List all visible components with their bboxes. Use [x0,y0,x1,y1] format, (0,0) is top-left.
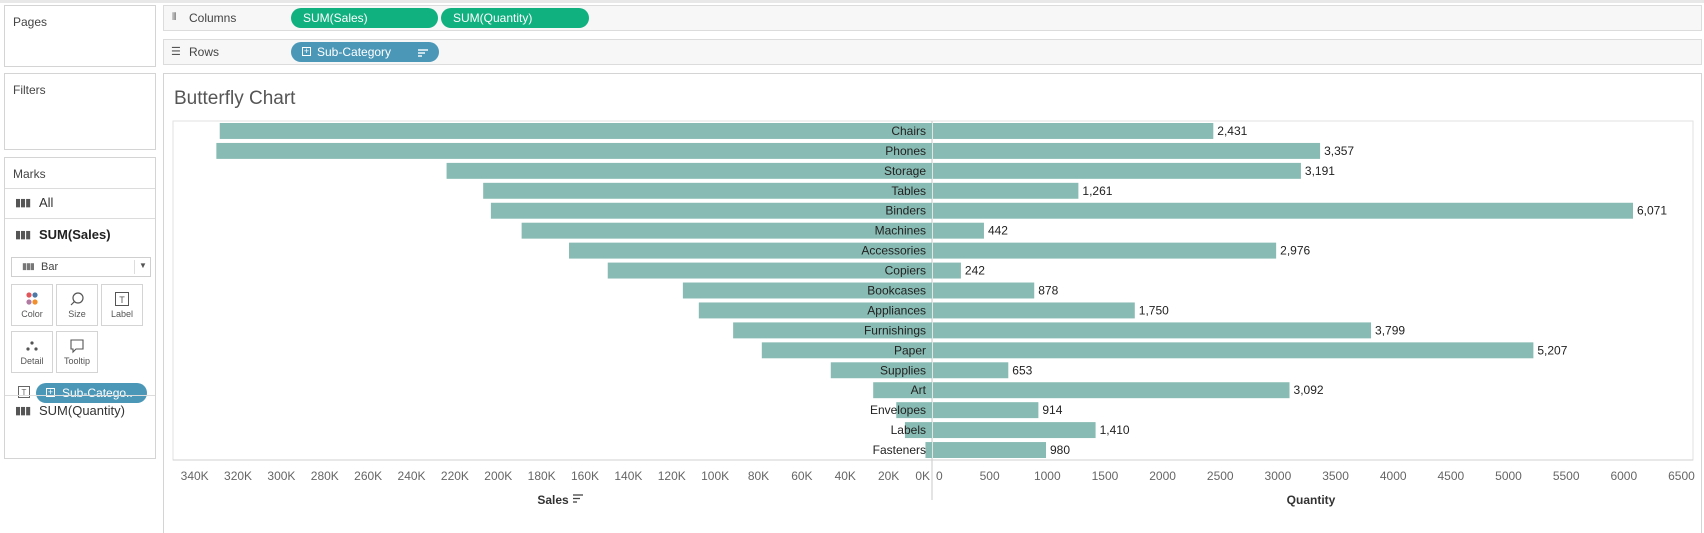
chart-title: Butterfly Chart [174,88,296,109]
bar-chart-icon: ▮▮▮ [22,261,35,271]
bar-chart-icon: ▮▮▮ [15,404,31,417]
sum-quantity-pill[interactable]: SUM(Quantity) [441,8,589,28]
sort-descending-icon [417,45,429,65]
tooltip-icon [57,338,97,354]
marks-title: Marks [13,167,46,181]
divider [5,188,155,189]
marks-sales-label: SUM(Sales) [39,226,111,242]
sub-category-row-pill-label: Sub-Category [317,45,392,59]
rows-shelf[interactable]: ☰ Rows + Sub-Category [163,39,1702,65]
divider [134,260,135,274]
chevron-down-icon: ▼ [139,261,147,270]
pages-title: Pages [13,15,48,29]
pages-card[interactable]: Pages [4,5,156,67]
sum-sales-pill[interactable]: SUM(Sales) [291,8,438,28]
rows-icon: ☰ [171,46,181,58]
sub-category-row-pill[interactable]: + Sub-Category [291,42,439,62]
sum-quantity-pill-label: SUM(Quantity) [453,11,533,25]
marks-card: Marks ▮▮▮ All ▮▮▮ SUM(Sales) ▮▮▮ Bar ▼ C… [4,157,156,459]
color-icon [12,291,52,307]
detail-button[interactable]: Detail [11,331,53,373]
detail-icon [12,338,52,354]
marks-all-row[interactable]: ▮▮▮ All [5,188,155,216]
svg-text:T: T [119,295,125,305]
columns-shelf[interactable]: ⦀ Columns SUM(Sales) SUM(Quantity) [163,5,1702,31]
size-label: Size [68,309,86,319]
columns-icon: ⦀ [172,12,177,23]
label-button[interactable]: T Label [101,284,143,326]
size-button[interactable]: Size [56,284,98,326]
text-label-icon: T [102,291,142,307]
size-icon [57,291,97,307]
chart-card: Butterfly Chart [163,73,1702,533]
expand-plus-icon: + [302,46,311,56]
filters-title: Filters [13,83,46,97]
divider [5,218,155,219]
rows-label: Rows [189,45,220,59]
marks-quantity-row[interactable]: ▮▮▮ SUM(Quantity) [5,396,155,424]
detail-label: Detail [20,356,44,366]
columns-label: Columns [189,11,237,25]
mark-type-value: Bar [41,261,59,273]
marks-all-label: All [39,194,54,210]
text-label-icon: T [18,386,30,401]
sub-category-pill-label: Sub-Catego.. [62,386,133,400]
color-button[interactable]: Color [11,284,53,326]
sub-category-pill[interactable]: + Sub-Catego.. [36,383,147,403]
filters-card[interactable]: Filters [4,73,156,150]
color-label: Color [21,309,43,319]
expand-plus-icon: + [46,387,55,397]
bar-chart-icon: ▮▮▮ [15,196,31,209]
marks-quantity-label: SUM(Quantity) [39,402,125,418]
bar-chart-icon: ▮▮▮ [15,228,31,241]
marks-sales-row[interactable]: ▮▮▮ SUM(Sales) [5,220,155,248]
svg-text:T: T [22,388,27,397]
label-label: Label [110,309,134,319]
divider [5,395,155,396]
tooltip-label: Tooltip [63,356,90,366]
tooltip-button[interactable]: Tooltip [56,331,98,373]
mark-type-dropdown[interactable]: ▮▮▮ Bar ▼ [11,257,151,277]
sum-sales-pill-label: SUM(Sales) [303,11,368,25]
top-strip [0,0,1704,3]
